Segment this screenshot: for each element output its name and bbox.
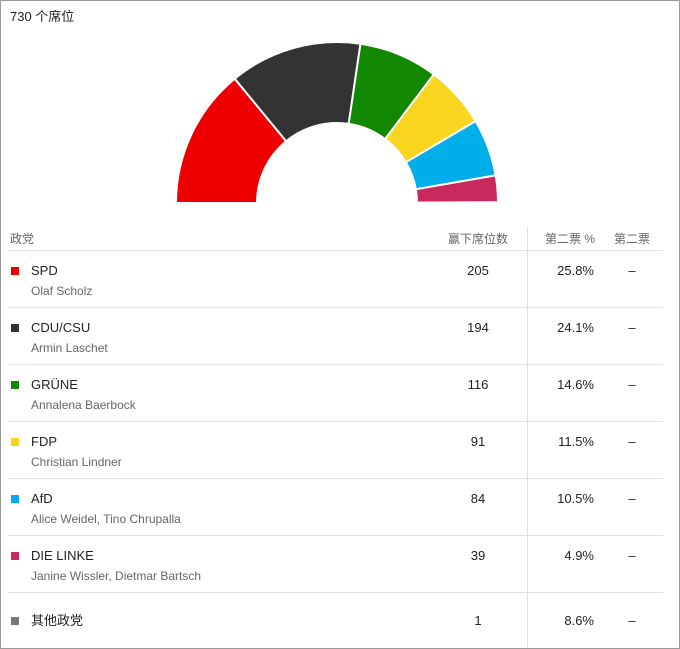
party-name: 其他政党 [31, 613, 84, 628]
seat-segment [415, 201, 500, 204]
party-color [11, 324, 19, 332]
vote-share: 8.6% [564, 613, 594, 628]
column-divider [527, 227, 528, 648]
party-name: CDU/CSU [31, 320, 91, 335]
party-leader: Armin Laschet [31, 341, 108, 355]
row-divider [8, 535, 663, 536]
party-color [11, 381, 19, 389]
party-name: GRÜNE [31, 377, 78, 392]
second-vote: – [628, 320, 636, 335]
column-header: 赢下席位数 [447, 232, 508, 246]
hemicycle [174, 41, 500, 204]
party-leader: Annalena Baerbock [31, 398, 136, 412]
party-leader: Olaf Scholz [31, 284, 93, 298]
party-color [11, 552, 19, 560]
seats: 205 [467, 263, 489, 278]
vote-share: 25.8% [557, 263, 594, 278]
row-divider [8, 307, 663, 308]
second-vote: – [628, 434, 636, 449]
second-vote: – [628, 548, 636, 563]
second-vote: – [628, 263, 636, 278]
seats: 91 [470, 434, 486, 449]
party-leader: Janine Wissler, Dietmar Bartsch [31, 569, 202, 583]
party-name: FDP [31, 434, 57, 449]
row-divider [8, 592, 663, 593]
vote-share: 4.9% [564, 548, 594, 563]
party-name: SPD [31, 263, 58, 278]
column-header: 第二票 % [544, 232, 595, 246]
party-color [11, 617, 19, 625]
second-vote: – [628, 613, 636, 628]
seats: 1 [474, 613, 482, 628]
vote-share: 24.1% [557, 320, 594, 335]
seats: 39 [470, 548, 486, 563]
second-vote: – [628, 491, 636, 506]
row-divider [8, 421, 663, 422]
row-divider [8, 250, 663, 251]
party-color [11, 495, 19, 503]
party-name: AfD [31, 491, 53, 506]
column-header: 政党 [10, 232, 35, 246]
column-header: 第二票 [613, 232, 650, 246]
second-vote: – [628, 377, 636, 392]
seats: 84 [470, 491, 486, 506]
vote-share: 11.5% [558, 434, 594, 449]
party-leader: Alice Weidel, Tino Chrupalla [31, 512, 181, 526]
vote-share: 10.5% [557, 491, 594, 506]
seat-total: 730 个席位 [10, 9, 75, 24]
party-leader: Christian Lindner [31, 455, 122, 469]
party-color [11, 267, 19, 275]
seats: 194 [467, 320, 489, 335]
row-divider [8, 478, 663, 479]
seats: 116 [467, 377, 489, 392]
vote-share: 14.6% [557, 377, 594, 392]
party-color [11, 438, 19, 446]
row-divider [8, 364, 663, 365]
party-name: DIE LINKE [31, 548, 94, 563]
